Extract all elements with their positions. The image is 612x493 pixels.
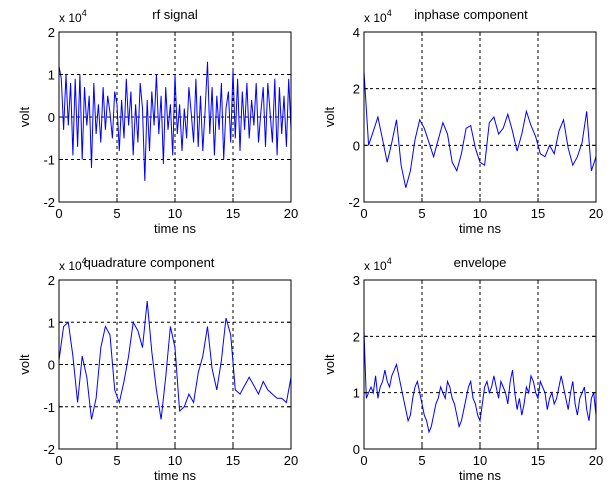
tick-marks <box>363 31 597 203</box>
y-tick-label: 0 <box>353 138 360 153</box>
y-tick-label: 0 <box>48 358 55 373</box>
y-tick-label: 2 <box>48 25 55 40</box>
x-tick-label: 5 <box>113 206 120 221</box>
tick-marks <box>58 31 292 203</box>
x-tick-label: 20 <box>589 206 603 221</box>
y-multiplier-exponent: 4 <box>387 8 392 18</box>
y-tick-label: -2 <box>43 442 55 457</box>
y-tick-label: -2 <box>348 195 360 210</box>
y-tick-label: 1 <box>48 68 55 83</box>
y-multiplier: x 104 <box>59 8 87 25</box>
y-multiplier-base: x 10 <box>59 259 82 273</box>
x-tick-label: 10 <box>473 206 487 221</box>
x-tick-label: 10 <box>168 206 182 221</box>
grid <box>364 32 596 202</box>
series-line-1 <box>58 301 292 420</box>
tick-marks <box>363 279 597 450</box>
y-axis-label: volt <box>17 106 32 127</box>
y-axis-label: volt <box>322 354 337 375</box>
y-multiplier-exponent: 4 <box>387 256 392 266</box>
subplot-4: 0 5 10 15 20 0 1 2 3 x 104 envelope time ns volt <box>322 255 603 483</box>
y-tick-label: 4 <box>353 25 360 40</box>
y-tick-label: 3 <box>353 273 360 288</box>
tick-marks <box>58 279 292 450</box>
y-tick-label: 1 <box>48 315 55 330</box>
y-multiplier: x 104 <box>364 256 392 273</box>
x-tick-label: 20 <box>589 453 603 468</box>
x-tick-label: 15 <box>531 453 545 468</box>
y-tick-label: 2 <box>353 329 360 344</box>
x-tick-label: 20 <box>284 453 298 468</box>
y-tick-label: 2 <box>48 273 55 288</box>
x-axis-label: time ns <box>154 468 196 483</box>
x-tick-label: 10 <box>168 453 182 468</box>
y-multiplier-base: x 10 <box>59 11 82 25</box>
x-tick-label: 15 <box>531 206 545 221</box>
x-tick-label: 20 <box>284 206 298 221</box>
y-axis-label: volt <box>17 354 32 375</box>
y-tick-label: 0 <box>353 442 360 457</box>
series-line-1 <box>58 61 292 181</box>
x-tick-label: 5 <box>418 453 425 468</box>
subplot-1: 0 5 10 15 20 -2 -1 0 1 2 x 104 rf signal time ns volt <box>17 7 298 236</box>
y-multiplier-base: x 10 <box>364 11 387 25</box>
x-tick-label: 5 <box>113 453 120 468</box>
x-axis-label: time ns <box>459 221 501 236</box>
y-multiplier-exponent: 4 <box>82 256 87 266</box>
y-axis-label: volt <box>322 106 337 127</box>
chart-title: envelope <box>454 255 507 270</box>
y-tick-label: -2 <box>43 195 55 210</box>
y-tick-label: -1 <box>43 400 55 415</box>
y-multiplier: x 104 <box>364 8 392 25</box>
series-line-1 <box>363 71 597 188</box>
y-multiplier: x 104 <box>59 256 87 273</box>
y-multiplier-base: x 10 <box>364 259 387 273</box>
x-tick-label: 0 <box>360 206 367 221</box>
x-tick-label: 0 <box>360 453 367 468</box>
y-tick-label: 2 <box>353 82 360 97</box>
x-tick-label: 15 <box>226 453 240 468</box>
x-axis-label: time ns <box>459 468 501 483</box>
chart-title: inphase component <box>414 7 528 22</box>
x-tick-label: 10 <box>473 453 487 468</box>
series-line-1 <box>363 330 597 434</box>
chart-title: rf signal <box>152 7 198 22</box>
chart-title: quadrature component <box>84 255 215 270</box>
y-tick-label: 1 <box>353 386 360 401</box>
y-tick-label: 0 <box>48 110 55 125</box>
x-axis-label: time ns <box>154 221 196 236</box>
grid <box>59 280 291 449</box>
y-multiplier-exponent: 4 <box>82 8 87 18</box>
x-tick-label: 0 <box>55 453 62 468</box>
x-tick-label: 15 <box>226 206 240 221</box>
x-tick-label: 5 <box>418 206 425 221</box>
x-tick-label: 0 <box>55 206 62 221</box>
y-tick-label: -1 <box>43 153 55 168</box>
